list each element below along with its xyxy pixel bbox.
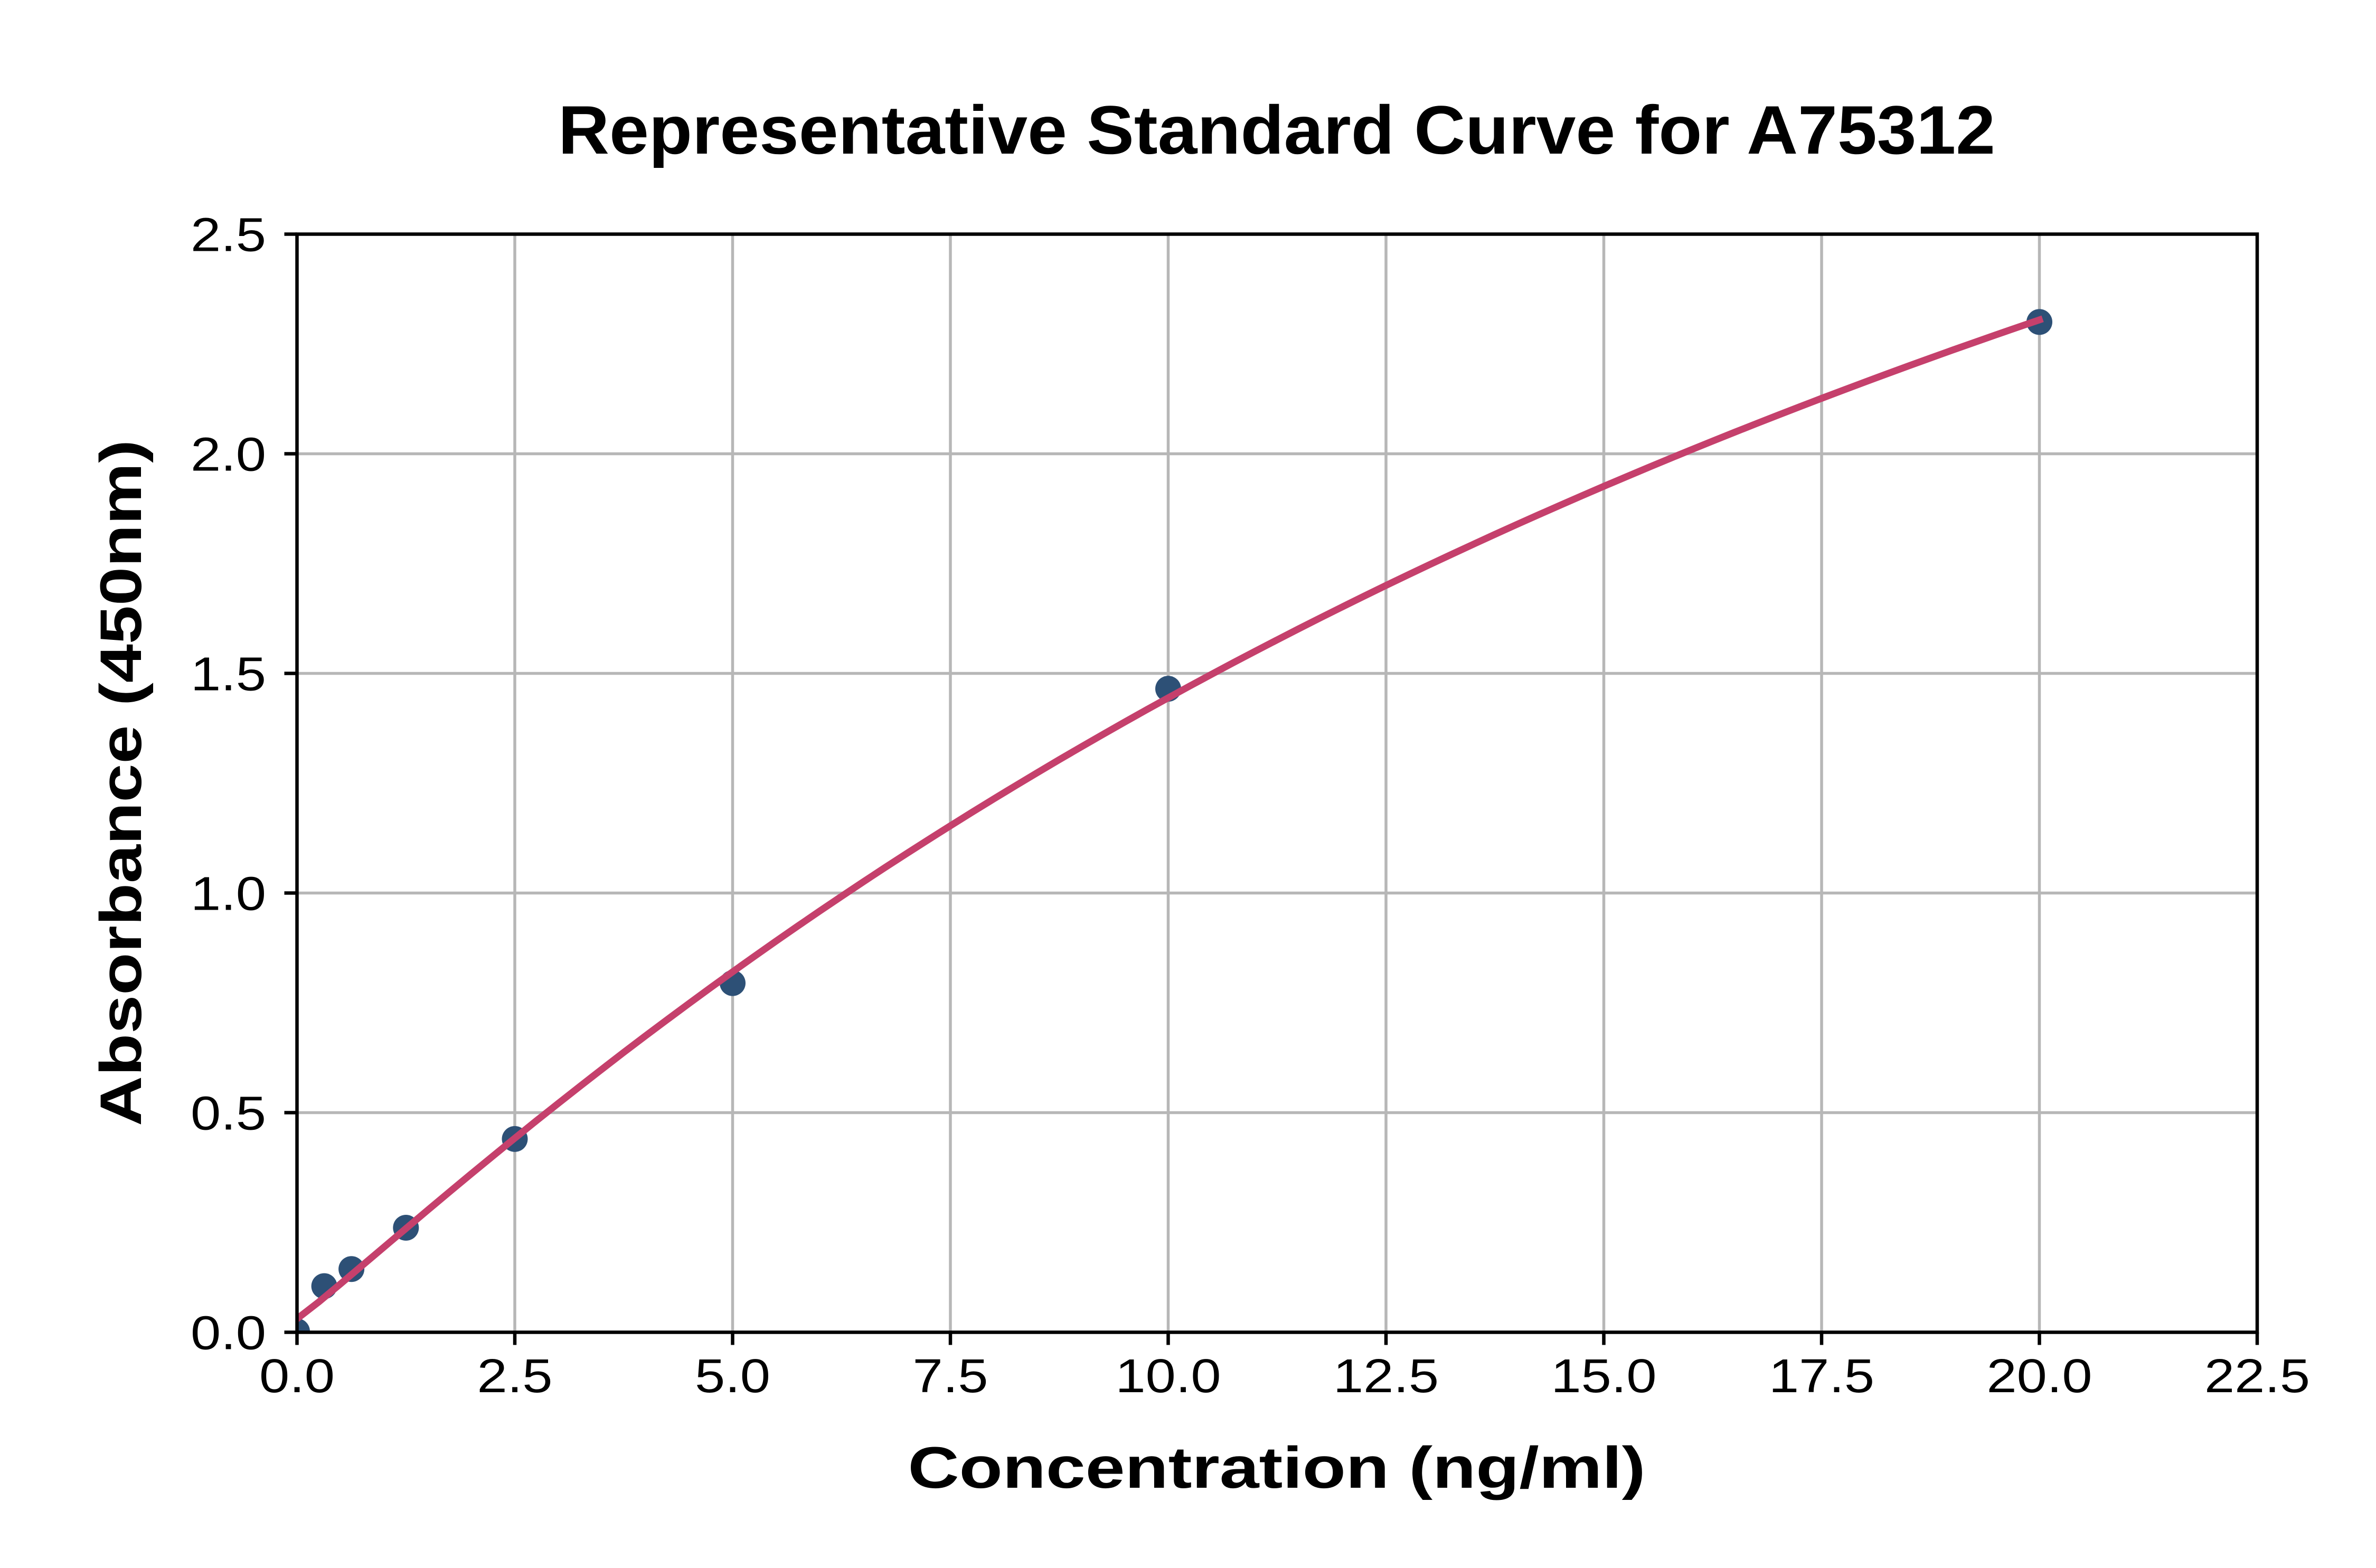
svg-text:0.0: 0.0: [191, 1307, 266, 1360]
svg-text:5.0: 5.0: [695, 1350, 770, 1403]
svg-text:2.5: 2.5: [477, 1350, 553, 1403]
svg-text:10.0: 10.0: [1116, 1350, 1221, 1403]
svg-text:15.0: 15.0: [1551, 1350, 1657, 1403]
svg-text:17.5: 17.5: [1769, 1350, 1874, 1403]
svg-text:Absorbance (450nm): Absorbance (450nm): [88, 440, 154, 1126]
svg-text:Concentration (ng/ml): Concentration (ng/ml): [908, 1435, 1646, 1500]
svg-text:1.5: 1.5: [191, 648, 266, 701]
svg-text:7.5: 7.5: [913, 1350, 988, 1403]
svg-text:2.5: 2.5: [191, 209, 266, 262]
svg-text:Representative Standard Curve: Representative Standard Curve for A75312: [558, 91, 1995, 168]
svg-text:2.0: 2.0: [191, 429, 266, 481]
svg-text:22.5: 22.5: [2204, 1350, 2310, 1403]
svg-text:0.0: 0.0: [259, 1350, 335, 1403]
svg-text:20.0: 20.0: [1987, 1350, 2092, 1403]
svg-text:12.5: 12.5: [1333, 1350, 1439, 1403]
svg-text:1.0: 1.0: [191, 868, 266, 921]
svg-text:0.5: 0.5: [191, 1088, 266, 1140]
